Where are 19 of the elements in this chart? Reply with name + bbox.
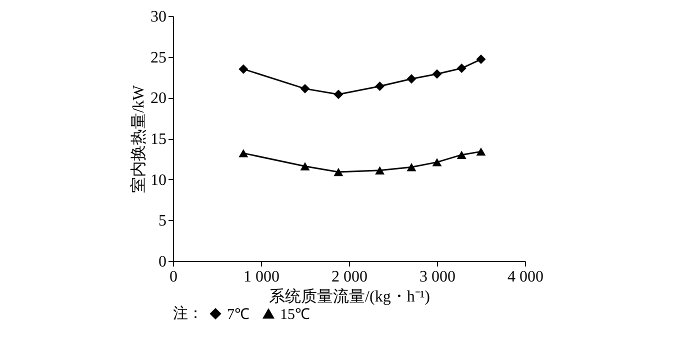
x-tick-label: 4 000: [508, 268, 544, 286]
x-tick-label: 2 000: [332, 268, 368, 286]
x-tick-label: 0: [170, 268, 178, 286]
y-tick-label: 10: [150, 172, 166, 189]
x-tick-label: 3 000: [420, 268, 456, 286]
point: [456, 64, 466, 74]
y-tick-label: 25: [150, 49, 166, 66]
y-axis-title: 室内换热量/kW: [130, 84, 148, 193]
y-tick-label: 20: [150, 90, 166, 108]
y-tick-label: 0: [158, 254, 166, 270]
y-tick-label: 30: [150, 8, 166, 26]
legend-label: 7℃: [227, 306, 250, 323]
legend-title: 注：: [173, 305, 203, 322]
legend-label: 15℃: [280, 306, 310, 323]
x-axis-title: 系统质量流量/(kg・h⁻¹): [269, 288, 430, 306]
y-tick-label: 5: [158, 212, 166, 230]
y-tick-label: 15: [150, 131, 166, 148]
point: [375, 81, 385, 91]
x-tick-label: 1 000: [244, 268, 280, 286]
